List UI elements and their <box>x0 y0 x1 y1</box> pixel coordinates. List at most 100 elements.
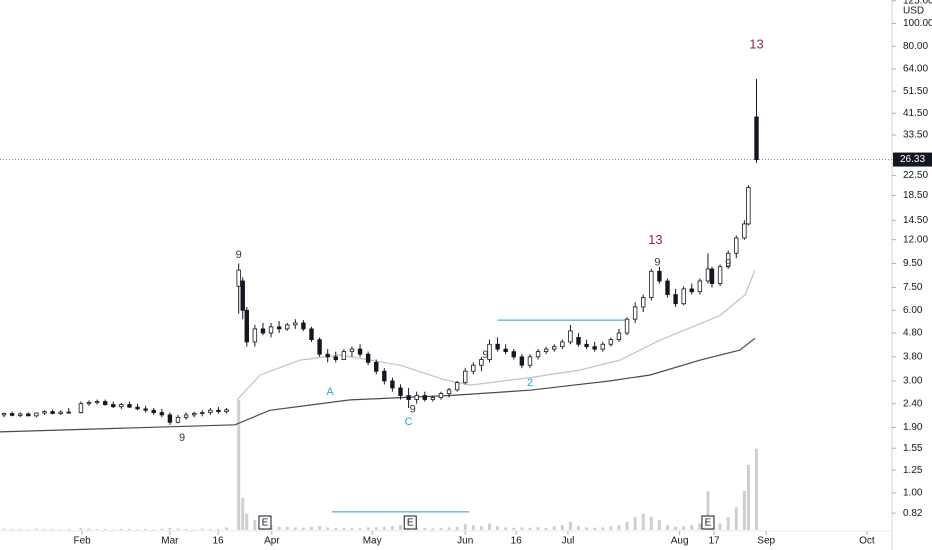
volume-bar <box>103 529 107 530</box>
volume-bar <box>447 527 451 530</box>
candle-body <box>66 411 71 414</box>
candle-body <box>503 348 508 353</box>
volume-bar <box>520 527 524 530</box>
candle-body <box>430 397 436 400</box>
volume-bar <box>585 527 589 530</box>
annotation: A <box>326 386 334 398</box>
volume-bar <box>374 527 378 530</box>
candle-body <box>734 237 739 254</box>
volume-bar <box>350 527 354 530</box>
candle-body <box>143 408 148 411</box>
y-tick-label: 1.55 <box>903 443 923 454</box>
y-tick-label: 33.50 <box>903 130 928 141</box>
volume-bar <box>119 529 123 530</box>
candle-body <box>357 348 363 355</box>
candle-body <box>519 356 525 366</box>
candle-body <box>349 348 355 353</box>
volume-bar <box>504 527 508 530</box>
volume-bar <box>746 465 750 530</box>
candle-body <box>657 270 662 282</box>
volume-bar <box>200 528 204 530</box>
candle-body <box>717 266 723 284</box>
volume-bar <box>528 527 532 530</box>
x-tick-label: Feb <box>74 536 92 547</box>
moving-average <box>0 337 756 433</box>
x-tick-label: Apr <box>264 536 280 547</box>
candle-body <box>382 370 387 382</box>
candle-body <box>224 409 229 413</box>
x-tick-label: Oct <box>859 536 875 547</box>
volume-bar <box>682 526 686 530</box>
earnings-box <box>258 515 272 530</box>
y-tick-label: 3.00 <box>903 376 923 387</box>
volume-bar <box>488 523 491 530</box>
candle-body <box>94 401 100 403</box>
candle-body <box>632 306 638 320</box>
y-tick-label: 22.50 <box>903 170 928 181</box>
y-tick-label: 7.50 <box>903 282 923 293</box>
volume-bar <box>641 513 645 530</box>
y-tick-label: 125.00 <box>903 0 932 6</box>
candle-body <box>135 406 140 410</box>
volume-bar <box>382 526 386 530</box>
candle-body <box>535 351 541 358</box>
volume-bar <box>277 526 281 530</box>
candle-body <box>398 387 403 396</box>
volume-bar <box>399 525 402 530</box>
candle-body <box>665 280 670 295</box>
candle-body <box>175 416 181 423</box>
annotation: 13 <box>749 36 763 51</box>
x-tick-label: Sep <box>757 536 775 547</box>
y-tick-label: 14.50 <box>903 215 928 226</box>
volume-bar <box>160 528 164 530</box>
annotation: 9 <box>179 432 185 444</box>
volume-bar <box>245 513 249 530</box>
annotation: C <box>405 416 413 428</box>
candle-body <box>317 339 322 355</box>
y-tick-label: 12.00 <box>903 234 928 245</box>
candle-body <box>689 288 694 293</box>
volume-bar <box>342 528 346 530</box>
volume-bar <box>136 529 140 530</box>
volume-bar <box>609 526 613 530</box>
volume-bar <box>253 520 257 530</box>
volume-bar <box>690 525 694 530</box>
candle-body <box>487 343 492 360</box>
candle-body <box>285 324 290 330</box>
volume-bar <box>471 525 475 530</box>
y-tick-label: 0.82 <box>903 508 923 519</box>
x-tick-label: Jun <box>457 536 473 547</box>
candle-body <box>42 411 47 414</box>
candle-body <box>200 412 205 414</box>
moving-average <box>236 269 756 401</box>
volume-bar <box>633 517 637 530</box>
candle-body <box>9 413 15 416</box>
volume-bar <box>34 528 38 530</box>
volume-bar <box>544 528 548 530</box>
candle-body <box>454 382 460 391</box>
x-tick-label: May <box>363 536 382 547</box>
candle-body <box>151 409 156 413</box>
candle-body <box>50 411 55 414</box>
x-tick-label: 17 <box>708 536 720 547</box>
volume-bar <box>496 526 500 530</box>
candle-body <box>252 328 258 343</box>
volume-bar <box>127 529 131 530</box>
volume-bar <box>334 528 338 530</box>
candle-body <box>543 348 549 353</box>
candle-body <box>159 412 165 416</box>
volume-bar <box>366 527 370 530</box>
volume-bar <box>59 529 63 530</box>
volume-bar <box>698 523 702 530</box>
currency: USD <box>903 6 924 17</box>
earnings-label: E <box>705 518 712 529</box>
volume-bar <box>706 491 710 530</box>
earnings-label: E <box>262 518 269 529</box>
y-tick-label: 9.50 <box>903 258 923 269</box>
candle-body <box>244 309 249 343</box>
y-tick-label: 80.00 <box>903 41 928 52</box>
x-tick-label: 16 <box>511 536 523 547</box>
candle-body <box>390 380 395 389</box>
volume-bar <box>755 448 758 530</box>
candle-body <box>616 332 622 341</box>
